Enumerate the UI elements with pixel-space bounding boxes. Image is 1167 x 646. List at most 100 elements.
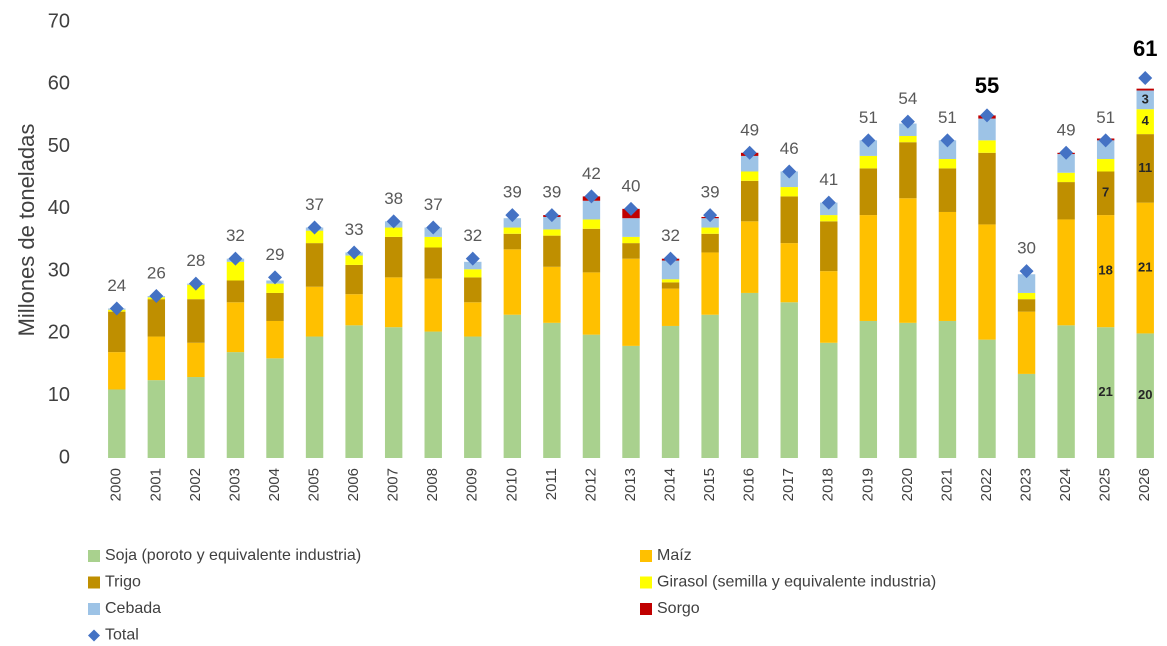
total-marker (347, 245, 362, 260)
legend-swatch (88, 603, 100, 615)
bar-segment (938, 159, 957, 169)
y-tick-label: 20 (48, 322, 70, 344)
bar-segment (384, 236, 403, 278)
bar-segment (187, 299, 205, 343)
x-tick-label: 2022 (978, 468, 995, 501)
bar-segment (305, 230, 324, 244)
bar-segment (582, 272, 601, 335)
total-label: 49 (1057, 120, 1076, 139)
total-label: 51 (1096, 108, 1115, 127)
x-tick-label: 2015 (701, 468, 718, 501)
bar-segment (464, 336, 482, 458)
bar-segment (187, 342, 205, 378)
bar-segment (503, 233, 522, 250)
total-label: 37 (424, 195, 443, 214)
bar-segment (661, 282, 680, 289)
bar-segment (108, 311, 126, 353)
bar-segment (1136, 90, 1154, 110)
y-axis-label: Millones de toneladas (14, 124, 39, 337)
x-tick-label: 2026 (1136, 468, 1153, 501)
total-marker (188, 276, 203, 291)
total-marker (1138, 71, 1153, 86)
total-label: 26 (147, 264, 166, 283)
bar-segment (108, 352, 126, 390)
bar-segment (187, 377, 205, 458)
bar-segment (740, 155, 759, 172)
bar-segment (424, 236, 442, 248)
legend-swatch (88, 629, 100, 642)
x-tick-label: 2018 (820, 468, 837, 501)
total-marker (544, 208, 559, 223)
bar-segment (543, 322, 561, 458)
total-label: 51 (859, 108, 878, 127)
bar-segment (859, 155, 878, 169)
legend-label: Soja (poroto y equivalente industria) (105, 547, 361, 564)
bar-segment (1057, 325, 1075, 458)
bar-segment (978, 140, 996, 153)
x-tick-label: 2013 (622, 468, 639, 501)
bar-segment (661, 288, 680, 326)
bar-segment (543, 235, 561, 267)
total-marker (1059, 145, 1074, 160)
bar-segment (187, 284, 205, 300)
total-marker (980, 108, 994, 123)
legend-label: Sorgo (657, 600, 700, 617)
bar-segment (1096, 140, 1115, 160)
bar-segment (701, 314, 719, 458)
total-label: 37 (305, 195, 324, 214)
bar-segment (978, 118, 996, 141)
bar-segment (305, 243, 324, 287)
bar-segment (780, 187, 798, 197)
x-tick-label: 2006 (345, 468, 362, 501)
bar-segment (543, 229, 561, 236)
legend-swatch (640, 603, 652, 615)
bar-segment (1057, 219, 1075, 326)
bar-segment (266, 292, 284, 321)
total-label: 39 (701, 183, 720, 202)
x-tick-label: 2025 (1097, 468, 1114, 501)
total-label: 51 (938, 108, 957, 127)
x-tick-label: 2004 (266, 468, 283, 501)
legend-label: Total (105, 627, 139, 644)
bar-segment (938, 211, 957, 321)
x-tick-label: 2011 (543, 468, 560, 500)
bar-segment (1096, 159, 1115, 172)
bar-segment (226, 302, 245, 353)
x-tick-label: 2002 (187, 468, 204, 501)
bar-segment (1096, 171, 1115, 216)
bar-segment (820, 221, 838, 272)
bar-segment (780, 171, 798, 188)
bar-segment (582, 219, 601, 229)
bar-segment (266, 358, 284, 458)
bar-segment (1136, 202, 1154, 334)
total-label: 39 (503, 183, 522, 202)
legend-label: Cebada (105, 600, 161, 617)
legend-swatch (640, 550, 652, 562)
bar-segment (1017, 292, 1036, 300)
total-label: 28 (186, 251, 205, 270)
bar-segment (899, 123, 917, 136)
bar-segment (661, 260, 680, 280)
bar-segment (424, 278, 442, 332)
x-tick-label: 2010 (503, 468, 520, 501)
bar-segment (780, 243, 798, 303)
total-label: 32 (661, 226, 680, 245)
total-label: 30 (1017, 239, 1036, 258)
bar-segment (740, 180, 759, 222)
x-tick-label: 2021 (938, 468, 955, 501)
bar-segment (345, 294, 363, 326)
bar-segment (464, 269, 482, 278)
y-tick-label: 40 (48, 197, 70, 219)
bar-segment (1057, 182, 1075, 220)
y-tick-label: 10 (48, 384, 70, 406)
total-label: 33 (345, 220, 364, 239)
bar-segment (701, 218, 719, 228)
total-marker (386, 214, 401, 229)
bar-segment (938, 168, 957, 212)
total-label: 39 (542, 183, 561, 202)
bar-segment (226, 261, 245, 281)
total-label: 42 (582, 164, 601, 183)
bar-segment (424, 247, 442, 279)
bar-segment (384, 327, 403, 458)
x-tick-label: 2012 (582, 468, 599, 501)
